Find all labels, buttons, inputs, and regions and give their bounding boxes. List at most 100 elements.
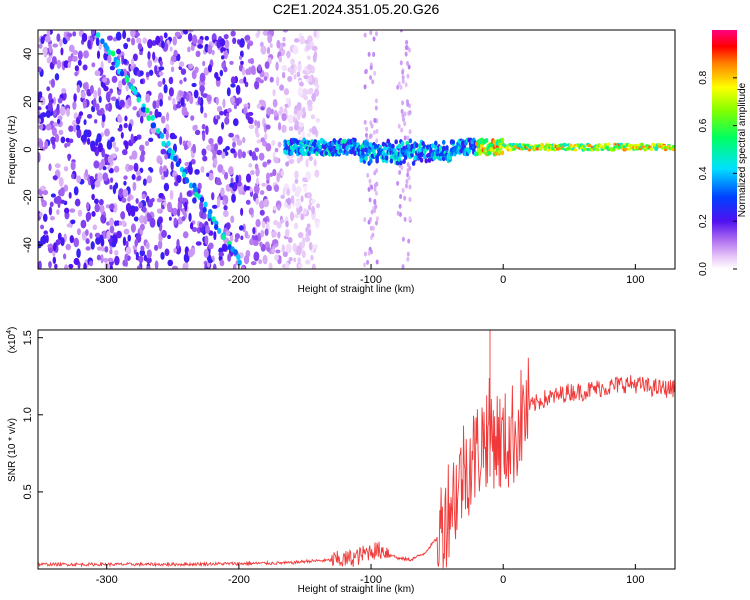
noise-speckle xyxy=(112,141,117,149)
noise-speckle xyxy=(223,205,228,211)
noise-speckle xyxy=(121,197,127,203)
noise-speckle xyxy=(213,143,219,152)
sparse-speckle xyxy=(405,178,409,184)
noise-speckle xyxy=(272,168,277,177)
noise-speckle xyxy=(67,61,71,69)
noise-speckle xyxy=(260,106,265,111)
noise-speckle xyxy=(296,157,301,164)
noise-speckle xyxy=(159,165,163,176)
noise-speckle xyxy=(273,219,279,226)
noise-speckle xyxy=(38,106,42,111)
noise-speckle xyxy=(50,78,56,88)
noise-speckle xyxy=(47,102,53,110)
noise-speckle xyxy=(133,135,138,142)
noise-speckle xyxy=(204,235,209,245)
noise-speckle xyxy=(266,46,271,55)
noise-speckle xyxy=(135,170,141,176)
sparse-speckle xyxy=(375,138,379,144)
sparse-speckle xyxy=(363,217,367,223)
noise-speckle xyxy=(306,64,313,70)
sparse-speckle xyxy=(397,81,401,87)
band-point xyxy=(451,139,456,145)
sparse-speckle xyxy=(375,181,379,187)
noise-speckle xyxy=(159,60,163,67)
band-point xyxy=(671,144,675,149)
noise-speckle xyxy=(269,172,274,177)
noise-speckle xyxy=(296,101,302,111)
noise-speckle xyxy=(151,197,155,203)
snr-x-tick-label: 100 xyxy=(626,574,644,586)
noise-speckle xyxy=(183,77,187,82)
noise-speckle xyxy=(48,163,52,171)
noise-speckle xyxy=(162,77,166,85)
noise-speckle xyxy=(170,55,177,62)
noise-speckle xyxy=(97,142,103,153)
noise-speckle xyxy=(59,106,66,116)
noise-speckle xyxy=(256,103,262,109)
noise-speckle xyxy=(96,50,101,60)
noise-speckle xyxy=(259,241,263,247)
noise-speckle xyxy=(116,220,120,226)
noise-speckle xyxy=(118,188,124,198)
sparse-speckle xyxy=(406,135,410,141)
noise-speckle xyxy=(44,140,49,150)
noise-speckle xyxy=(172,207,178,216)
noise-speckle xyxy=(298,122,304,128)
sparse-speckle xyxy=(370,209,374,215)
noise-speckle xyxy=(176,238,180,249)
noise-speckle xyxy=(51,56,57,65)
noise-speckle xyxy=(179,136,183,146)
noise-speckle xyxy=(220,187,225,197)
noise-speckle xyxy=(314,169,320,178)
diagonal-streak-point xyxy=(181,171,187,178)
spectrogram-y-tick-label: 20 xyxy=(22,96,34,108)
diagonal-streak-point xyxy=(211,216,216,223)
noise-speckle xyxy=(122,188,129,198)
noise-speckle xyxy=(203,248,209,258)
band-point xyxy=(430,143,435,149)
sparse-speckle xyxy=(396,180,400,186)
noise-speckle xyxy=(128,123,132,132)
noise-speckle xyxy=(139,51,143,56)
noise-speckle xyxy=(110,136,115,143)
noise-speckle xyxy=(297,231,304,239)
noise-speckle xyxy=(194,129,201,136)
noise-speckle xyxy=(197,182,202,191)
noise-speckle xyxy=(107,102,113,112)
noise-speckle xyxy=(152,51,156,61)
noise-speckle xyxy=(300,195,304,203)
noise-speckle xyxy=(190,44,195,51)
noise-speckle xyxy=(230,83,236,88)
noise-speckle xyxy=(76,128,82,139)
noise-speckle xyxy=(70,219,76,225)
snr-x-tick-label: -100 xyxy=(360,574,382,586)
noise-speckle xyxy=(73,186,79,196)
sparse-speckle xyxy=(401,78,405,84)
sparse-speckle xyxy=(373,208,377,214)
band-point xyxy=(649,147,654,151)
noise-speckle xyxy=(140,223,145,231)
noise-speckle xyxy=(191,227,198,233)
noise-speckle xyxy=(232,118,239,127)
noise-speckle xyxy=(212,263,217,269)
sparse-speckle xyxy=(401,264,405,269)
noise-speckle xyxy=(57,232,62,241)
noise-speckle xyxy=(115,98,120,109)
noise-speckle xyxy=(294,120,299,126)
diagonal-streak-point xyxy=(95,32,101,39)
noise-speckle xyxy=(305,44,311,52)
noise-speckle xyxy=(250,65,256,76)
noise-speckle xyxy=(94,70,101,77)
noise-speckle xyxy=(187,32,193,42)
noise-speckle xyxy=(132,181,137,192)
sparse-speckle xyxy=(406,73,410,79)
noise-speckle xyxy=(86,137,91,145)
spectrogram-y-label: Frequency (Hz) xyxy=(7,116,18,185)
noise-speckle xyxy=(139,215,145,224)
noise-speckle xyxy=(127,97,132,106)
noise-speckle xyxy=(301,239,306,248)
noise-speckle xyxy=(193,124,198,130)
noise-speckle xyxy=(74,65,79,72)
noise-speckle xyxy=(60,47,64,56)
